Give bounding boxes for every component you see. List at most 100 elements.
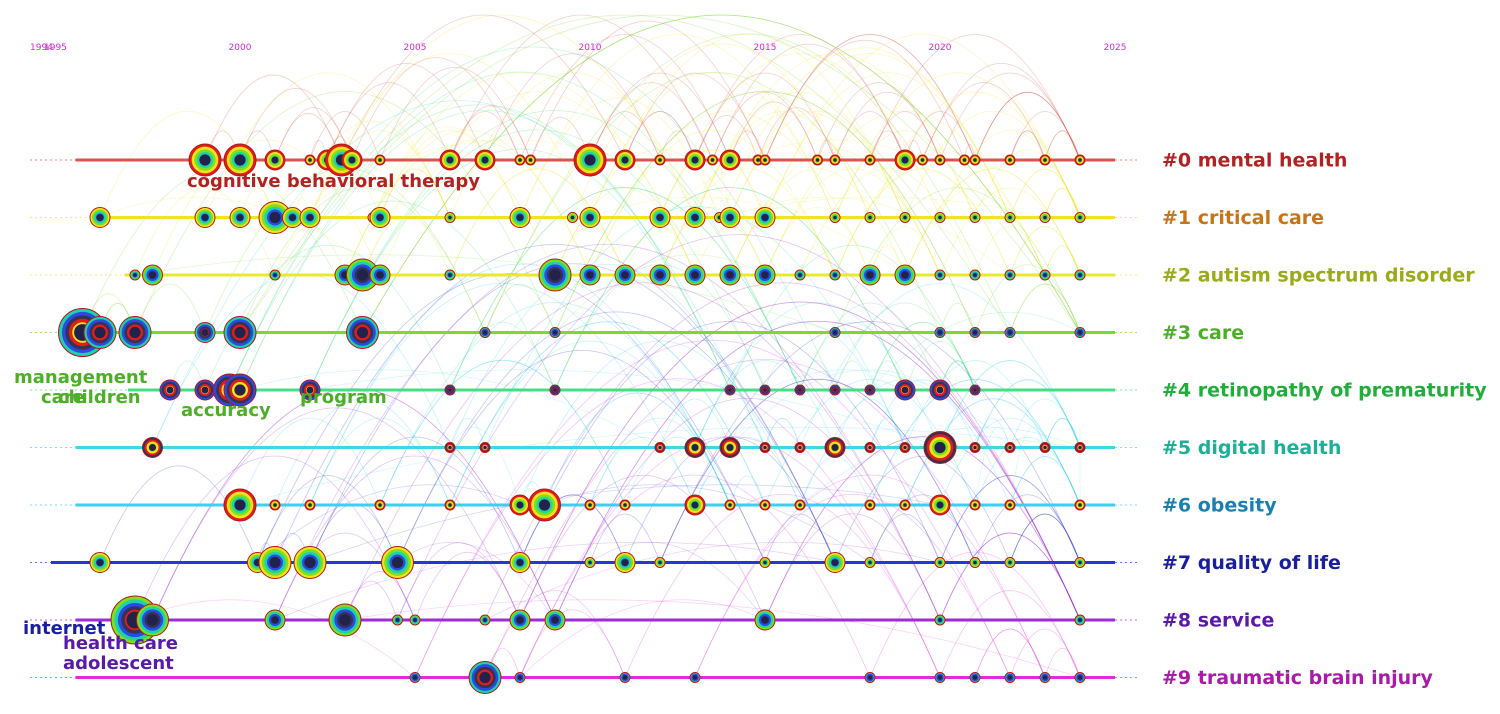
year-tick-label: 1994 bbox=[30, 43, 53, 53]
citation-node bbox=[969, 557, 981, 568]
citation-node bbox=[579, 207, 601, 228]
citation-node bbox=[1039, 154, 1051, 166]
citation-arc bbox=[694, 360, 836, 448]
citation-arc bbox=[904, 110, 1081, 218]
cross-cluster-arc bbox=[134, 599, 416, 678]
citation-arc bbox=[274, 244, 941, 621]
citation-arc bbox=[939, 360, 976, 391]
citation-node bbox=[1074, 672, 1086, 683]
citation-node bbox=[304, 499, 316, 511]
citation-arc bbox=[589, 72, 731, 161]
citation-arc bbox=[554, 91, 976, 333]
year-tick-label: 2020 bbox=[929, 43, 952, 53]
citation-node bbox=[528, 488, 561, 522]
citation-node bbox=[1004, 557, 1016, 568]
citation-arc bbox=[449, 187, 801, 391]
citation-node bbox=[649, 264, 671, 286]
citation-node bbox=[899, 212, 911, 223]
citation-arc bbox=[834, 91, 941, 161]
citation-arc bbox=[834, 72, 1081, 218]
citation-arc bbox=[484, 72, 941, 333]
citation-arc bbox=[939, 475, 1081, 563]
citation-node bbox=[934, 154, 946, 166]
citation-arc bbox=[799, 245, 836, 276]
citation-arc bbox=[449, 168, 626, 276]
citation-arc bbox=[939, 417, 1081, 506]
citation-arc bbox=[729, 101, 818, 161]
citation-arc bbox=[379, 302, 731, 506]
citation-arc bbox=[764, 34, 976, 161]
citation-node bbox=[514, 672, 526, 683]
citation-arc bbox=[869, 417, 906, 448]
citation-arc bbox=[449, 321, 556, 391]
citation-node bbox=[864, 499, 876, 511]
cluster-label: #6 obesity bbox=[1162, 495, 1277, 517]
citation-arc bbox=[694, 53, 976, 218]
term-label: program bbox=[300, 387, 387, 408]
citation-arc bbox=[309, 417, 451, 506]
citation-node bbox=[864, 442, 876, 453]
citation-arc bbox=[869, 494, 976, 563]
citation-arc bbox=[712, 91, 818, 161]
citation-arc bbox=[939, 360, 1081, 448]
term-label: children bbox=[58, 387, 141, 408]
citation-node bbox=[969, 269, 981, 281]
citation-arc bbox=[327, 63, 486, 161]
citation-arc bbox=[484, 359, 1046, 678]
citation-node bbox=[304, 154, 316, 166]
citation-arc bbox=[589, 436, 696, 506]
citation-node bbox=[1004, 672, 1016, 683]
citation-arc bbox=[519, 475, 766, 621]
citation-node bbox=[969, 327, 981, 338]
citation-arc bbox=[239, 14, 1011, 333]
citation-arc bbox=[239, 417, 381, 506]
citation-node bbox=[864, 672, 876, 683]
citation-arc bbox=[274, 455, 556, 621]
cross-cluster-arc bbox=[554, 196, 1046, 276]
citation-arc bbox=[834, 187, 1081, 333]
citation-arc bbox=[519, 301, 1081, 621]
citation-arc bbox=[344, 571, 416, 621]
citation-arc bbox=[939, 187, 1081, 276]
citation-arc bbox=[939, 72, 1081, 161]
citation-arc bbox=[152, 100, 766, 448]
citation-arc bbox=[239, 88, 353, 161]
citation-arc bbox=[449, 417, 486, 448]
cross-cluster-arc bbox=[449, 427, 521, 506]
citation-node bbox=[479, 327, 491, 338]
citation-arc bbox=[362, 14, 1081, 333]
term-label: internet bbox=[23, 618, 106, 639]
citation-node bbox=[258, 201, 292, 234]
citation-arc bbox=[624, 111, 696, 161]
citation-node bbox=[83, 316, 117, 349]
citation-arc bbox=[694, 436, 801, 506]
citation-node bbox=[549, 384, 561, 396]
citation-node bbox=[409, 614, 421, 626]
year-tick-label: 2025 bbox=[1104, 43, 1127, 53]
citation-node bbox=[959, 154, 970, 166]
cross-cluster-arc bbox=[484, 541, 941, 621]
citation-arc bbox=[799, 283, 1081, 448]
citation-arc bbox=[869, 34, 1081, 161]
citation-arc bbox=[764, 436, 1081, 621]
citation-arc bbox=[449, 340, 731, 506]
citation-arc bbox=[274, 398, 451, 506]
citation-node bbox=[444, 384, 456, 396]
citation-arc bbox=[974, 226, 1046, 276]
citation-arc bbox=[869, 130, 906, 161]
citation-node bbox=[969, 212, 981, 223]
citation-arc bbox=[1044, 417, 1081, 448]
citation-arc bbox=[974, 91, 1081, 161]
citation-arc bbox=[764, 40, 965, 161]
citation-node bbox=[444, 269, 456, 281]
cross-cluster-arc bbox=[974, 426, 1011, 506]
citation-node bbox=[1074, 557, 1086, 568]
citation-arc bbox=[544, 392, 731, 506]
citation-node bbox=[1004, 154, 1016, 166]
citation-node bbox=[341, 149, 363, 171]
citation-arc bbox=[274, 113, 342, 161]
citation-node bbox=[194, 379, 216, 401]
citation-arc bbox=[764, 417, 801, 448]
citation-arc bbox=[484, 283, 556, 333]
